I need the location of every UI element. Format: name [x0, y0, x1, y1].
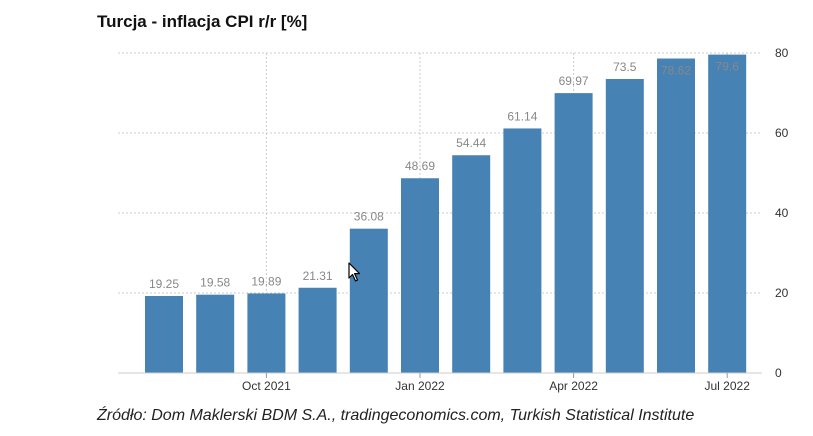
bar — [503, 128, 542, 373]
bar — [145, 296, 183, 373]
bar — [401, 178, 439, 373]
data-label: 36.08 — [354, 210, 384, 224]
data-label: 61.14 — [507, 109, 537, 123]
data-label: 19.58 — [200, 276, 230, 290]
data-label: 19.89 — [251, 274, 281, 288]
x-tick-label: Jan 2022 — [395, 379, 445, 393]
data-label: 48.69 — [405, 159, 435, 173]
bar — [554, 93, 593, 374]
bar — [657, 58, 695, 374]
data-label: 79.6 — [716, 60, 740, 74]
y-tick-label: 60 — [775, 126, 789, 140]
data-label: 19.25 — [149, 277, 179, 291]
chart-title: Turcja - inflacja CPI r/r [%] — [97, 12, 308, 31]
source-note: Źródło: Dom Maklerski BDM S.A., tradinge… — [97, 407, 695, 424]
bar — [708, 54, 747, 373]
data-label: 78.62 — [661, 64, 691, 78]
bar — [452, 155, 491, 373]
y-tick-label: 20 — [775, 286, 789, 300]
bar — [196, 294, 235, 373]
x-tick-label: Jul 2022 — [705, 379, 751, 393]
data-label: 73.5 — [613, 60, 637, 74]
bar — [247, 293, 286, 373]
bar — [605, 79, 644, 373]
x-tick-label: Oct 2021 — [242, 379, 291, 393]
y-tick-label: 0 — [775, 366, 782, 380]
data-label: 69.97 — [559, 74, 589, 88]
x-tick-label: Apr 2022 — [549, 379, 598, 393]
y-tick-label: 40 — [775, 206, 789, 220]
bar — [349, 228, 388, 373]
data-label: 21.31 — [303, 269, 333, 283]
data-label: 54.44 — [456, 136, 486, 150]
mouse-cursor-icon — [348, 262, 361, 282]
y-tick-label: 80 — [775, 46, 789, 60]
bar — [298, 287, 337, 373]
